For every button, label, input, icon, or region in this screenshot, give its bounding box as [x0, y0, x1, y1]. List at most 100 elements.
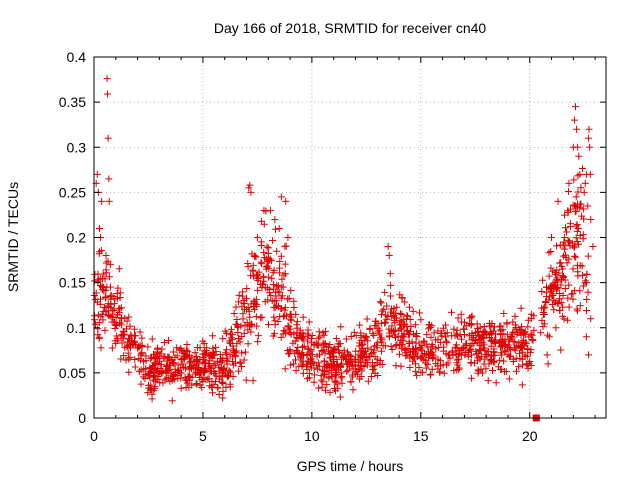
data-point [244, 303, 252, 311]
data-point [227, 325, 235, 333]
data-point [219, 387, 227, 395]
data-point [387, 305, 395, 313]
data-point [274, 282, 282, 290]
data-point [579, 231, 587, 239]
data-point [200, 365, 208, 373]
data-point [142, 365, 150, 373]
data-point [254, 338, 262, 346]
data-point [460, 330, 468, 338]
data-point [401, 298, 409, 306]
data-point [196, 344, 204, 352]
data-point [219, 394, 227, 402]
data-point [572, 234, 580, 242]
data-point [151, 367, 159, 375]
data-point [582, 333, 590, 341]
y-tick-label: 0.25 [59, 184, 86, 200]
data-point [337, 369, 345, 377]
data-point [361, 337, 369, 345]
data-point [260, 220, 268, 228]
data-point [271, 317, 279, 325]
data-point [177, 345, 185, 353]
data-point [218, 372, 226, 380]
data-point [165, 366, 173, 374]
data-point [286, 361, 294, 369]
data-point [106, 283, 114, 291]
data-point [299, 369, 307, 377]
data-point [388, 322, 396, 330]
data-point [148, 395, 156, 403]
data-point [370, 331, 378, 339]
data-point [564, 316, 572, 324]
data-point [500, 310, 508, 318]
data-point [392, 362, 400, 370]
data-point [524, 364, 532, 372]
data-point [387, 308, 395, 316]
data-point [148, 353, 156, 361]
data-point [182, 376, 190, 384]
data-point [181, 364, 189, 372]
data-point [490, 323, 498, 331]
data-point [230, 345, 238, 353]
data-point [455, 364, 463, 372]
data-point [555, 299, 563, 307]
data-point [580, 188, 588, 196]
data-point [199, 354, 207, 362]
data-point [551, 283, 559, 291]
data-point [270, 266, 278, 274]
data-point [323, 360, 331, 368]
data-point [547, 248, 555, 256]
data-point [462, 322, 470, 330]
data-point [357, 353, 365, 361]
data-point [524, 345, 532, 353]
data-point [204, 375, 212, 383]
data-point [343, 367, 351, 375]
data-point [459, 345, 467, 353]
data-point [574, 272, 582, 280]
data-point [279, 330, 287, 338]
data-point [437, 338, 445, 346]
data-point [342, 335, 350, 343]
data-point [487, 322, 495, 330]
data-point [559, 292, 567, 300]
data-point [105, 175, 113, 183]
data-point [201, 359, 209, 367]
data-point [412, 368, 420, 376]
data-point [320, 357, 328, 365]
data-point [253, 322, 261, 330]
data-point [350, 328, 358, 336]
data-point [245, 307, 253, 315]
data-point [265, 321, 273, 329]
data-point [582, 277, 590, 285]
data-point [203, 349, 211, 357]
data-point [126, 353, 134, 361]
data-point [246, 181, 254, 189]
data-point [575, 152, 583, 160]
data-point [297, 334, 305, 342]
data-point [171, 365, 179, 373]
data-point [262, 207, 270, 215]
data-point [504, 331, 512, 339]
data-point [496, 338, 504, 346]
data-point [137, 366, 145, 374]
data-point [425, 325, 433, 333]
data-point [561, 211, 569, 219]
data-point [509, 329, 517, 337]
data-point [380, 305, 388, 313]
data-point [320, 331, 328, 339]
data-point [124, 342, 132, 350]
data-point [94, 325, 102, 333]
data-point [328, 349, 336, 357]
data-point [164, 361, 172, 369]
data-point [105, 312, 113, 320]
data-point [579, 205, 587, 213]
data-point [314, 365, 322, 373]
data-point [105, 197, 113, 205]
data-point [188, 354, 196, 362]
data-point [467, 351, 475, 359]
data-point [295, 362, 303, 370]
data-point [517, 326, 525, 334]
data-point [454, 314, 462, 322]
data-point [261, 254, 269, 262]
data-point [496, 343, 504, 351]
data-point [542, 283, 550, 291]
